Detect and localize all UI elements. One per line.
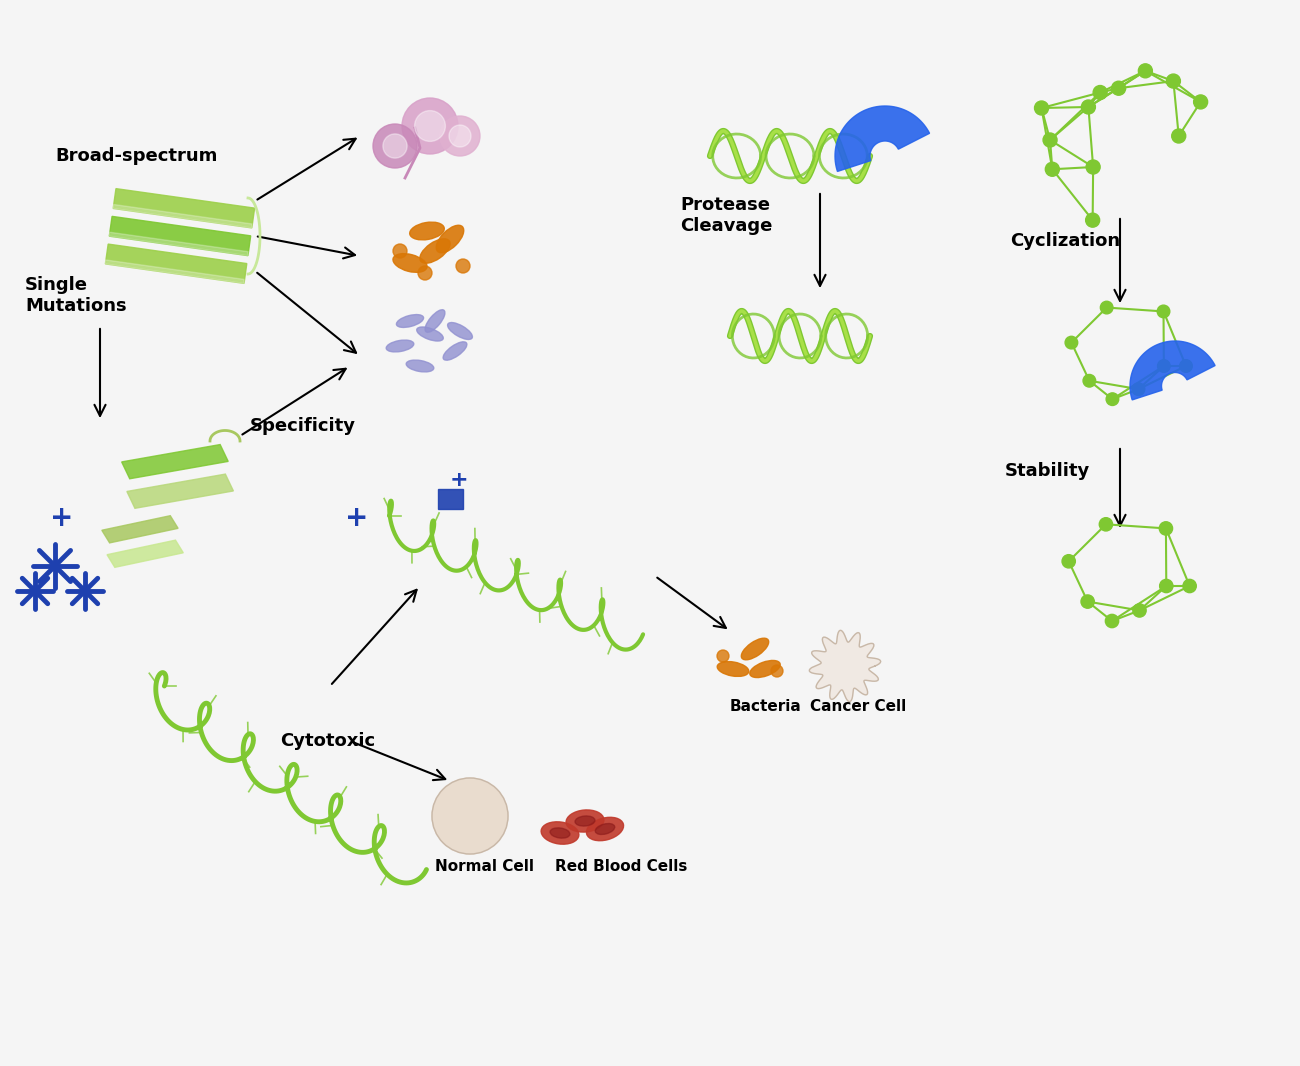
Ellipse shape [447, 323, 472, 339]
Circle shape [1100, 518, 1113, 531]
Ellipse shape [425, 310, 445, 333]
Polygon shape [105, 244, 247, 284]
Circle shape [1086, 160, 1100, 174]
Circle shape [373, 124, 417, 168]
Circle shape [1065, 336, 1078, 349]
Circle shape [1157, 359, 1170, 372]
Ellipse shape [541, 822, 578, 844]
Circle shape [1082, 595, 1095, 609]
Polygon shape [107, 540, 183, 567]
Polygon shape [109, 232, 248, 256]
Ellipse shape [393, 254, 426, 273]
Text: Bacteria: Bacteria [731, 699, 802, 714]
Circle shape [1045, 162, 1060, 176]
Circle shape [448, 125, 471, 147]
Polygon shape [1130, 341, 1216, 400]
Ellipse shape [575, 815, 595, 826]
Ellipse shape [406, 360, 434, 372]
Ellipse shape [396, 314, 424, 327]
Circle shape [1183, 579, 1196, 593]
Polygon shape [835, 106, 930, 172]
Text: Cyclization: Cyclization [1010, 232, 1121, 251]
Polygon shape [109, 216, 251, 256]
Circle shape [718, 650, 729, 662]
Ellipse shape [417, 327, 443, 341]
Bar [438, 489, 463, 508]
Circle shape [384, 134, 407, 158]
Text: +: + [344, 504, 368, 532]
Circle shape [1132, 603, 1147, 617]
Circle shape [1112, 81, 1126, 95]
Ellipse shape [437, 225, 464, 253]
Ellipse shape [750, 661, 780, 678]
Ellipse shape [586, 818, 624, 841]
Text: +: + [49, 504, 73, 532]
Circle shape [1171, 129, 1186, 143]
Circle shape [1100, 302, 1113, 313]
Circle shape [1193, 95, 1208, 109]
Text: Normal Cell: Normal Cell [436, 859, 534, 874]
Ellipse shape [550, 828, 569, 838]
Circle shape [1043, 133, 1057, 147]
Circle shape [439, 116, 480, 156]
Circle shape [393, 244, 407, 258]
Circle shape [415, 111, 446, 142]
Text: Cytotoxic: Cytotoxic [280, 732, 376, 750]
Polygon shape [113, 189, 255, 228]
Text: +: + [450, 470, 468, 490]
Circle shape [456, 259, 471, 273]
Ellipse shape [595, 824, 615, 835]
Circle shape [1105, 614, 1119, 628]
Polygon shape [113, 205, 252, 228]
Text: Protease
Cleavage: Protease Cleavage [680, 196, 772, 235]
Ellipse shape [566, 810, 604, 833]
Polygon shape [122, 445, 229, 479]
Circle shape [1083, 374, 1096, 387]
Text: Red Blood Cells: Red Blood Cells [555, 859, 688, 874]
Circle shape [1132, 383, 1145, 395]
Ellipse shape [741, 639, 768, 660]
Circle shape [1035, 101, 1049, 115]
Text: Broad-spectrum: Broad-spectrum [55, 147, 217, 165]
Circle shape [1160, 579, 1173, 593]
Text: Single
Mutations: Single Mutations [25, 276, 126, 314]
Ellipse shape [420, 239, 450, 263]
Ellipse shape [443, 342, 467, 360]
Ellipse shape [410, 222, 445, 240]
Text: Cancer Cell: Cancer Cell [810, 699, 906, 714]
Circle shape [1082, 100, 1096, 114]
Ellipse shape [386, 340, 413, 352]
Circle shape [1157, 305, 1170, 318]
Circle shape [419, 266, 432, 280]
Polygon shape [127, 474, 234, 508]
Circle shape [1139, 64, 1152, 78]
Circle shape [1106, 393, 1119, 405]
Polygon shape [101, 516, 178, 543]
Text: Stability: Stability [1005, 462, 1091, 480]
Circle shape [1160, 521, 1173, 535]
Circle shape [1093, 85, 1108, 99]
Circle shape [432, 778, 508, 854]
Ellipse shape [718, 662, 749, 677]
Polygon shape [810, 630, 880, 701]
Text: Specificity: Specificity [250, 417, 356, 435]
Circle shape [402, 98, 458, 154]
Circle shape [1179, 359, 1192, 372]
Circle shape [1166, 74, 1180, 88]
Circle shape [771, 665, 783, 677]
Circle shape [1062, 554, 1075, 568]
Polygon shape [105, 260, 244, 284]
Circle shape [1086, 213, 1100, 227]
